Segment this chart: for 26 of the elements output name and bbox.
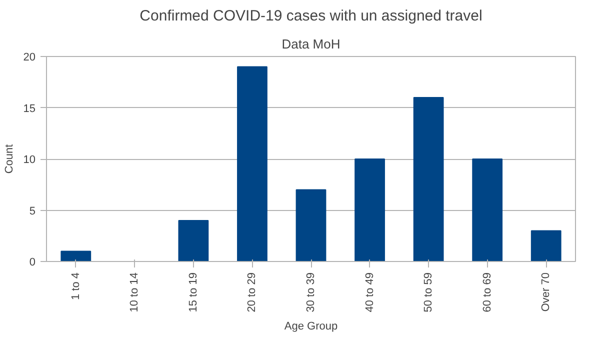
chart-subtitle: Data MoH — [282, 36, 340, 52]
x-tick-label: 1 to 4 — [70, 272, 82, 300]
x-tick-label: 30 to 39 — [305, 272, 317, 312]
x-axis-title: Age Group — [284, 320, 338, 332]
x-tick-label: 20 to 29 — [246, 272, 258, 312]
bar — [296, 189, 326, 262]
x-tick-label: 15 to 19 — [187, 272, 200, 312]
y-tick-label: 5 — [29, 205, 36, 218]
bar — [472, 158, 503, 262]
chart-title: Confirmed COVID-19 cases with un assigned travel — [140, 8, 482, 24]
y-tick-label: 20 — [23, 52, 36, 64]
y-tick-label: 10 — [23, 154, 36, 166]
bar — [413, 97, 444, 262]
y-tick-label: 0 — [29, 256, 36, 268]
bar — [354, 158, 385, 262]
x-tick-label: 40 to 49 — [364, 272, 376, 312]
x-tick-label: Over 70 — [540, 272, 552, 312]
bar — [60, 250, 92, 262]
x-tick-label: 60 to 69 — [481, 272, 494, 312]
bar — [237, 66, 268, 262]
x-tick-label: 50 to 59 — [422, 272, 435, 312]
y-tick-label: 15 — [23, 102, 36, 115]
y-axis-title: Count — [3, 144, 16, 174]
x-tick-label: 10 to 14 — [128, 272, 141, 312]
bar — [530, 230, 562, 262]
bar — [178, 220, 209, 262]
